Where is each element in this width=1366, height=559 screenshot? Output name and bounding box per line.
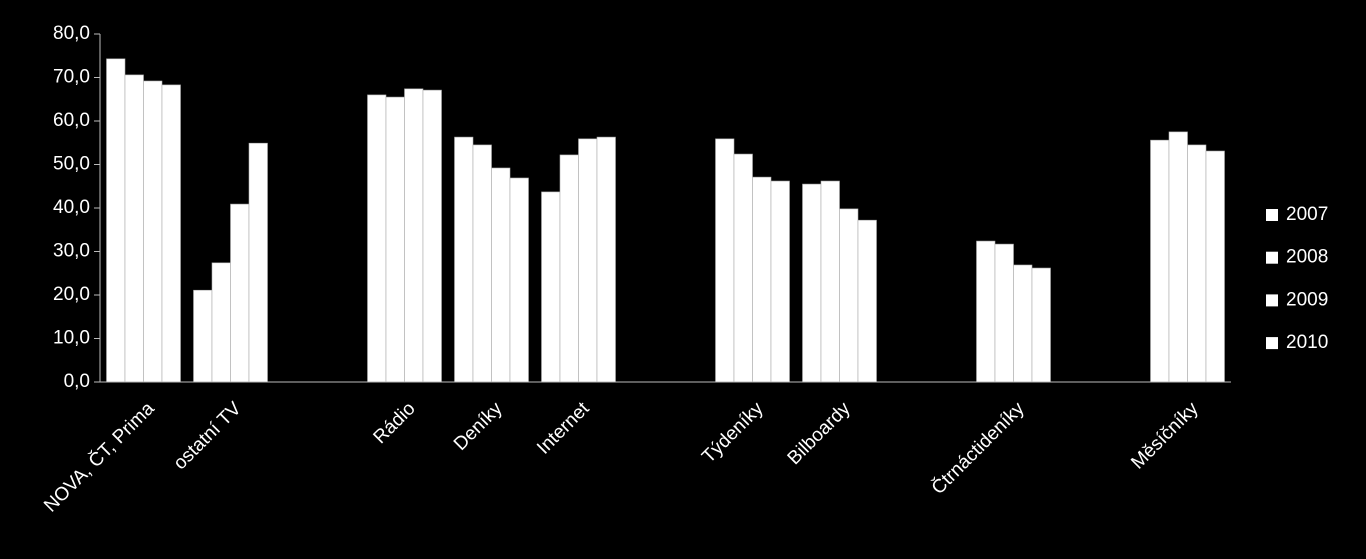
bar bbox=[454, 136, 474, 383]
y-tick-label: 50,0 bbox=[53, 154, 90, 175]
bar bbox=[820, 180, 840, 383]
y-tick-label: 30,0 bbox=[53, 241, 90, 262]
bar bbox=[143, 80, 163, 383]
y-tick-label: 60,0 bbox=[53, 110, 90, 131]
bar bbox=[770, 180, 790, 383]
bar bbox=[559, 154, 579, 383]
bar bbox=[1150, 139, 1170, 383]
y-tick-label: 0,0 bbox=[64, 371, 90, 392]
bar bbox=[802, 183, 822, 383]
legend-swatch bbox=[1266, 337, 1278, 350]
bar bbox=[1013, 264, 1033, 383]
bar bbox=[541, 191, 561, 383]
x-tick-label: Měsíčníky bbox=[1127, 398, 1203, 474]
x-tick-label: Internet bbox=[533, 398, 594, 459]
bar bbox=[857, 219, 877, 383]
bar bbox=[248, 142, 268, 383]
bar bbox=[715, 138, 735, 383]
bar bbox=[422, 89, 442, 383]
y-tick-label: 20,0 bbox=[53, 284, 90, 305]
x-tick-label: Bilboardy bbox=[784, 398, 855, 469]
bar bbox=[509, 177, 529, 383]
y-tick-label: 10,0 bbox=[53, 328, 90, 349]
x-tick-label: ostatní TV bbox=[170, 398, 246, 474]
bar bbox=[230, 203, 250, 383]
x-tick-label: NOVA, ČT, Prima bbox=[40, 397, 159, 516]
legend-swatch bbox=[1266, 294, 1278, 307]
bar bbox=[367, 94, 387, 383]
bar bbox=[193, 289, 213, 383]
legend-label: 2007 bbox=[1286, 204, 1328, 225]
bar bbox=[976, 240, 996, 383]
bar bbox=[211, 262, 231, 383]
bar bbox=[1031, 267, 1051, 383]
legend-swatch bbox=[1266, 251, 1278, 264]
y-tick-label: 40,0 bbox=[53, 197, 90, 218]
legend-label: 2009 bbox=[1286, 289, 1328, 310]
bar bbox=[578, 138, 598, 383]
bar bbox=[472, 144, 492, 383]
bar bbox=[161, 84, 181, 383]
bar bbox=[752, 176, 772, 383]
bar bbox=[1205, 150, 1225, 383]
bar bbox=[404, 88, 424, 383]
bar bbox=[124, 74, 144, 383]
bar bbox=[839, 208, 859, 383]
y-tick-label: 80,0 bbox=[53, 23, 90, 44]
legend-swatch bbox=[1266, 209, 1278, 221]
bar bbox=[596, 136, 616, 383]
x-tick-label: Rádio bbox=[370, 398, 420, 448]
bar bbox=[106, 58, 126, 383]
bar bbox=[491, 167, 511, 383]
y-tick-label: 70,0 bbox=[53, 67, 90, 88]
legend-label: 2008 bbox=[1286, 247, 1328, 268]
bar bbox=[1187, 144, 1207, 383]
legend-label: 2010 bbox=[1286, 332, 1328, 353]
bar bbox=[994, 243, 1014, 383]
bar bbox=[385, 96, 405, 383]
x-tick-label: Týdeníky bbox=[698, 398, 768, 468]
x-tick-label: Čtrnáctideníky bbox=[927, 397, 1029, 499]
x-tick-label: Deníky bbox=[450, 398, 507, 455]
bar bbox=[1168, 131, 1188, 383]
bar bbox=[733, 153, 753, 383]
